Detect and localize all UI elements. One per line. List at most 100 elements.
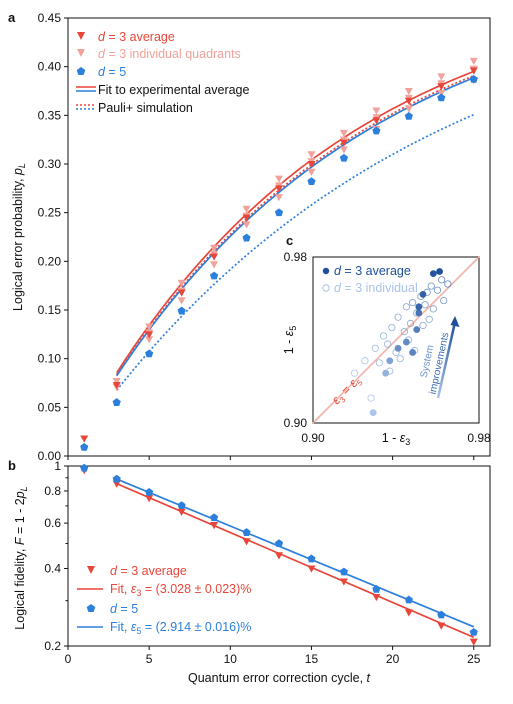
panel-a-legend: d = 3 average d = 3 individual quadrants… [76,30,250,115]
legend-b-d3-fit: Fit, ε3 = (3.028 ± 0.023)% [110,582,251,598]
point-d3-individual [275,175,283,183]
panel-b-xtick-label: 25 [467,652,481,666]
point-d5 [242,233,251,242]
point-c-average [415,309,423,317]
point-b-d3 [469,638,478,646]
point-b-d5 [145,488,154,496]
point-c-average [409,349,416,356]
point-d3-average [437,83,446,91]
point-b-d3 [145,495,154,503]
point-d3-individual [307,151,316,159]
point-d5 [469,75,478,83]
point-d3-individual [404,88,413,96]
point-d3-individual [177,297,186,305]
legend-b-d5: d = 5 [110,602,138,616]
point-c-individual [427,282,435,290]
point-d3-individual [404,105,413,113]
point-d3-average [112,381,121,390]
point-b-d3 [242,538,251,546]
point-d5 [274,208,284,217]
panel-b-ytick-label: 1 [54,459,61,473]
point-d3-average [242,214,251,222]
point-c-individual [402,303,410,311]
legend-b-d3-marker [87,566,95,574]
panel-b-xtick-label: 5 [146,652,153,666]
point-c-average [382,369,390,377]
point-c-average [415,303,423,311]
panel-c-ytick-top: 0.98 [284,250,308,264]
point-c-individual [361,357,369,365]
panel-b-legend: d = 3 average Fit, ε3 = (3.028 ± 0.023)%… [77,564,251,636]
point-d5 [404,112,413,120]
point-c-individual [429,305,437,313]
point-d3-average [307,161,316,169]
sim-curve-d5 [116,113,475,391]
point-d5 [177,306,186,315]
panel-a-ytick-label: 0.30 [38,157,62,171]
point-d5 [112,398,121,406]
panel-b-ytick-label: 0.8 [44,484,61,498]
panel-b-xtick-label: 20 [386,652,400,666]
legend-fit: Fit to experimental average [98,83,250,97]
legend-d3-average-marker [77,32,85,40]
point-d3-individual [339,129,348,138]
point-b-d3 [307,565,316,573]
point-c-individual [406,319,415,327]
point-d5 [307,177,316,185]
panel-b-ytick-label: 0.4 [44,561,61,575]
point-d5 [80,442,89,451]
point-b-d5 [209,513,219,522]
panel-a-ytick-label: 0.00 [38,449,62,463]
point-c-individual [433,286,442,294]
point-c-average [402,338,410,346]
point-b-d5 [404,595,413,604]
legend-d3-individual: d = 3 individual quadrants [98,47,241,61]
point-c-individual [375,359,383,367]
point-d3-average [339,139,348,147]
legend-d5: d = 5 [98,65,126,79]
panel-b-label: b [8,458,16,473]
panel-c-xtick-right: 0.98 [467,431,491,445]
point-d3-average [372,117,381,125]
point-b-d5 [469,628,478,636]
legend-b-d5-fit: Fit, ε5 = (2.914 ± 0.016)% [110,620,251,636]
point-c-average [394,344,402,352]
point-c-individual [440,296,448,305]
panel-b-xlabel: Quantum error correction cycle, t [188,671,371,685]
panel-a-ytick-label: 0.25 [38,206,62,220]
point-d5 [209,271,219,280]
point-d5 [437,93,446,102]
fit-line-b-d5 [116,478,475,628]
legend-d3-individual-marker [77,49,85,57]
panel-b-xtick-label: 15 [305,652,319,666]
fit-line-b-d3 [116,482,475,639]
point-b-d5 [177,501,186,510]
point-d3-individual [112,378,121,386]
point-b-d3 [437,622,446,630]
sim-curve-d3 [115,74,475,376]
panel-b-xtick-label: 10 [224,652,238,666]
legend-c-individual: d = 3 individual [334,281,418,295]
point-b-d5 [437,610,446,619]
panel-b-ylabel: Logical fidelity, F = 1 - 2pL [13,486,29,629]
panel-c-plot [312,256,480,424]
point-d3-average [177,289,186,297]
point-c-average [386,357,394,365]
point-c-individual [379,332,388,340]
point-d5 [339,153,349,162]
point-d3-individual [437,73,446,81]
point-c-individual [400,328,408,336]
legend-b-d5-marker [86,604,96,612]
point-b-d3 [177,508,186,516]
fit-curve-d3 [115,70,475,374]
panel-c-legend: d = 3 average d = 3 individual [322,264,418,295]
point-d3-individual [210,244,219,252]
panel-c-label: c [286,233,293,248]
point-d3-individual [242,205,251,213]
legend-sim: Pauli+ simulation [98,101,193,115]
panel-c-xtick-left: 0.90 [301,431,325,445]
point-b-d5 [242,528,251,536]
point-d3-average [275,185,283,193]
point-c-average [436,268,443,275]
point-b-d3 [210,522,219,530]
